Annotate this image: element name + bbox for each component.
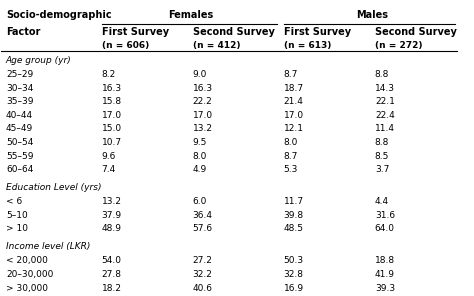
Text: Males: Males	[356, 10, 389, 20]
Text: 10.7: 10.7	[101, 138, 122, 147]
Text: 11.7: 11.7	[284, 197, 304, 206]
Text: 8.5: 8.5	[375, 152, 389, 161]
Text: (n = 613): (n = 613)	[284, 41, 331, 50]
Text: 40.6: 40.6	[193, 284, 213, 292]
Text: 16.3: 16.3	[101, 83, 122, 93]
Text: < 6: < 6	[6, 197, 22, 206]
Text: 8.0: 8.0	[284, 138, 298, 147]
Text: 14.3: 14.3	[375, 83, 395, 93]
Text: Females: Females	[168, 10, 213, 20]
Text: 27.8: 27.8	[101, 270, 122, 279]
Text: 8.7: 8.7	[284, 70, 298, 79]
Text: Education Level (yrs): Education Level (yrs)	[6, 183, 101, 192]
Text: 8.8: 8.8	[375, 70, 389, 79]
Text: 17.0: 17.0	[284, 111, 304, 120]
Text: 3.7: 3.7	[375, 165, 389, 174]
Text: 18.2: 18.2	[101, 284, 122, 292]
Text: 64.0: 64.0	[375, 224, 395, 234]
Text: 39.3: 39.3	[375, 284, 395, 292]
Text: (n = 606): (n = 606)	[101, 41, 149, 50]
Text: Socio-demographic: Socio-demographic	[6, 10, 111, 20]
Text: 39.8: 39.8	[284, 211, 304, 220]
Text: 17.0: 17.0	[193, 111, 213, 120]
Text: 17.0: 17.0	[101, 111, 122, 120]
Text: 16.9: 16.9	[284, 284, 304, 292]
Text: 48.9: 48.9	[101, 224, 122, 234]
Text: 7.4: 7.4	[101, 165, 116, 174]
Text: 22.2: 22.2	[193, 97, 212, 106]
Text: First Survey: First Survey	[101, 27, 169, 37]
Text: 35–39: 35–39	[6, 97, 34, 106]
Text: 31.6: 31.6	[375, 211, 395, 220]
Text: 15.0: 15.0	[101, 124, 122, 133]
Text: 8.8: 8.8	[375, 138, 389, 147]
Text: 54.0: 54.0	[101, 256, 122, 265]
Text: 5.3: 5.3	[284, 165, 298, 174]
Text: 12.1: 12.1	[284, 124, 304, 133]
Text: 4.9: 4.9	[193, 165, 207, 174]
Text: 9.6: 9.6	[101, 152, 116, 161]
Text: 11.4: 11.4	[375, 124, 395, 133]
Text: > 10: > 10	[6, 224, 28, 234]
Text: 9.5: 9.5	[193, 138, 207, 147]
Text: 21.4: 21.4	[284, 97, 304, 106]
Text: 37.9: 37.9	[101, 211, 122, 220]
Text: > 30,000: > 30,000	[6, 284, 48, 292]
Text: 50.3: 50.3	[284, 256, 304, 265]
Text: 50–54: 50–54	[6, 138, 33, 147]
Text: Second Survey: Second Survey	[193, 27, 274, 37]
Text: 4.4: 4.4	[375, 197, 389, 206]
Text: 30–34: 30–34	[6, 83, 33, 93]
Text: 9.0: 9.0	[193, 70, 207, 79]
Text: 32.8: 32.8	[284, 270, 304, 279]
Text: 8.2: 8.2	[101, 70, 116, 79]
Text: < 20,000: < 20,000	[6, 256, 48, 265]
Text: 18.8: 18.8	[375, 256, 395, 265]
Text: 41.9: 41.9	[375, 270, 395, 279]
Text: 57.6: 57.6	[193, 224, 213, 234]
Text: 18.7: 18.7	[284, 83, 304, 93]
Text: First Survey: First Survey	[284, 27, 351, 37]
Text: 36.4: 36.4	[193, 211, 213, 220]
Text: 25–29: 25–29	[6, 70, 33, 79]
Text: 16.3: 16.3	[193, 83, 213, 93]
Text: 15.8: 15.8	[101, 97, 122, 106]
Text: 40–44: 40–44	[6, 111, 33, 120]
Text: 55–59: 55–59	[6, 152, 34, 161]
Text: 8.0: 8.0	[193, 152, 207, 161]
Text: 27.2: 27.2	[193, 256, 212, 265]
Text: 32.2: 32.2	[193, 270, 212, 279]
Text: Age group (yr): Age group (yr)	[6, 56, 72, 65]
Text: 48.5: 48.5	[284, 224, 304, 234]
Text: 22.1: 22.1	[375, 97, 395, 106]
Text: Income level (LKR): Income level (LKR)	[6, 242, 91, 251]
Text: 13.2: 13.2	[101, 197, 122, 206]
Text: Second Survey: Second Survey	[375, 27, 457, 37]
Text: (n = 412): (n = 412)	[193, 41, 240, 50]
Text: 5–10: 5–10	[6, 211, 27, 220]
Text: (n = 272): (n = 272)	[375, 41, 422, 50]
Text: 20–30,000: 20–30,000	[6, 270, 53, 279]
Text: 45–49: 45–49	[6, 124, 33, 133]
Text: Factor: Factor	[6, 27, 40, 37]
Text: 6.0: 6.0	[193, 197, 207, 206]
Text: 13.2: 13.2	[193, 124, 213, 133]
Text: 8.7: 8.7	[284, 152, 298, 161]
Text: 22.4: 22.4	[375, 111, 395, 120]
Text: 60–64: 60–64	[6, 165, 33, 174]
